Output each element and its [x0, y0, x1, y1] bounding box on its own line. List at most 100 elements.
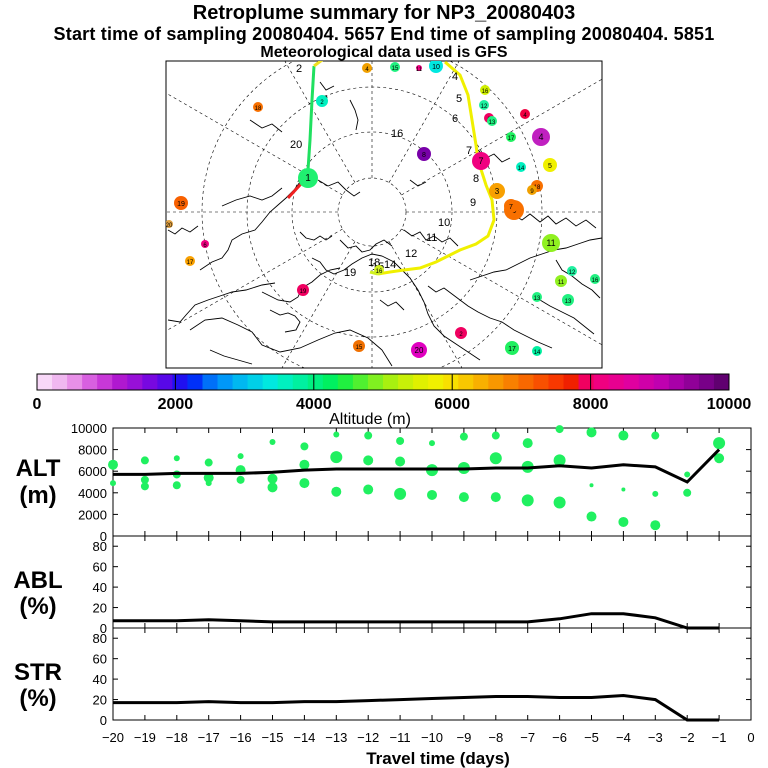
- cluster-circle: [316, 95, 328, 107]
- x-tick-label: −10: [421, 730, 443, 745]
- panel-abl: 0 20 40 60 80 ABL(%): [13, 535, 752, 636]
- cluster-marker: 12: [479, 100, 489, 110]
- colorbar-swatch: [653, 374, 670, 390]
- colorbar-swatch: [488, 374, 504, 390]
- cluster-circle: [353, 340, 365, 352]
- cluster-circle: [542, 234, 560, 252]
- x-tick-label: −4: [616, 730, 631, 745]
- colorbar-swatch: [307, 374, 324, 390]
- colorbar-swatch: [352, 374, 369, 390]
- cluster-label: 10: [432, 64, 440, 71]
- meridian-line: [166, 92, 343, 196]
- cluster-marker: 8: [417, 147, 431, 161]
- cluster-circle: [532, 346, 542, 356]
- cluster-marker: 14: [516, 162, 526, 172]
- cluster-marker: 2: [316, 95, 328, 107]
- cluster-circle: [416, 65, 422, 71]
- cluster-point: [172, 481, 181, 490]
- colorbar-swatch: [67, 374, 83, 390]
- cluster-marker: 16: [374, 265, 384, 275]
- cluster-point: [394, 487, 407, 500]
- x-axis-label: Travel time (days): [366, 749, 510, 768]
- cluster-point: [459, 432, 468, 441]
- cluster-marker: 9: [527, 185, 537, 195]
- cluster-label: 17: [508, 346, 516, 353]
- series-line: [113, 612, 720, 630]
- cluster-circle: [543, 158, 557, 172]
- cluster-point: [427, 489, 437, 500]
- cluster-point: [173, 455, 180, 462]
- colorbar-swatch: [593, 374, 610, 390]
- cluster-point: [140, 475, 149, 484]
- day-label: 5: [456, 93, 462, 105]
- cluster-marker: 6: [201, 240, 209, 249]
- cluster-point: [108, 459, 118, 470]
- x-tick-label: −6: [552, 730, 567, 745]
- panel-ylabel: ABL: [13, 567, 62, 594]
- cluster-label: 12: [481, 104, 488, 110]
- cluster-point: [300, 442, 309, 451]
- y-tick-label: 40: [93, 672, 107, 687]
- cluster-circle: [417, 147, 431, 161]
- cluster-label: 16: [592, 278, 599, 284]
- cluster-label: 18: [255, 106, 262, 112]
- cluster-point: [140, 456, 149, 465]
- cluster-circle: [532, 128, 550, 146]
- cluster-point: [618, 430, 629, 441]
- cluster-label: 14: [518, 166, 525, 172]
- cluster-marker: 16: [590, 274, 600, 284]
- colorbar-swatch: [608, 374, 625, 390]
- cluster-label: 12: [569, 270, 576, 276]
- colorbar-swatch: [112, 374, 128, 390]
- cluster-marker: 15: [353, 340, 365, 352]
- x-tick-label: −1: [712, 730, 727, 745]
- colorbar-tick-label: 0: [33, 396, 42, 413]
- cluster-circle: [297, 284, 309, 296]
- cluster-point: [586, 427, 597, 438]
- cluster-marker: 3: [489, 183, 505, 199]
- cluster-label: 15: [356, 345, 363, 351]
- x-tick-label: −14: [293, 730, 315, 745]
- cluster-marker: 18: [253, 102, 263, 112]
- x-tick-label: −13: [325, 730, 347, 745]
- cluster-label: 11: [416, 67, 423, 73]
- cluster-point: [204, 458, 213, 467]
- x-tick-label: −9: [456, 730, 471, 745]
- coastlines: [167, 81, 602, 367]
- series-line: [113, 448, 721, 484]
- cluster-point: [652, 490, 659, 497]
- cluster-point: [299, 478, 310, 489]
- day-label: 11: [426, 232, 437, 244]
- cluster-circle: [527, 185, 537, 195]
- cluster-marker: 17: [185, 256, 195, 266]
- cluster-label: 7: [509, 204, 513, 211]
- colorbar-swatch: [157, 374, 173, 390]
- cluster-label: 5: [548, 163, 552, 170]
- colorbar-swatch: [443, 374, 459, 390]
- cluster-marker: 2: [455, 327, 467, 339]
- latitude-circle: [291, 131, 453, 293]
- meridian-line: [281, 241, 356, 368]
- meteorological-data-line: Meteorological data used is GFS: [260, 44, 508, 61]
- x-tick-label: −5: [584, 730, 599, 745]
- cluster-label: 18: [534, 185, 541, 191]
- x-tick-label: −15: [261, 730, 283, 745]
- sampling-time-line: Start time of sampling 20080404. 5657 En…: [53, 24, 715, 44]
- cluster-circle: [479, 100, 489, 110]
- cluster-label: 19: [177, 201, 185, 208]
- latitude-circle: [201, 61, 543, 368]
- cluster-markers: 1234567891011121314151617181920121311161…: [166, 61, 600, 358]
- colorbar-swatch: [623, 374, 640, 390]
- cluster-circle: [480, 85, 490, 95]
- colorbar-swatch: [638, 374, 655, 390]
- day-label: 9: [470, 197, 476, 209]
- cluster-label: 1: [305, 173, 311, 184]
- cluster-circle: [516, 162, 526, 172]
- cluster-label: 20: [166, 223, 173, 229]
- cluster-point: [651, 431, 660, 440]
- panel-ylabel-units: (%): [19, 685, 56, 712]
- cluster-point: [333, 431, 340, 438]
- meridian-line: [166, 228, 343, 332]
- cluster-point: [236, 475, 245, 484]
